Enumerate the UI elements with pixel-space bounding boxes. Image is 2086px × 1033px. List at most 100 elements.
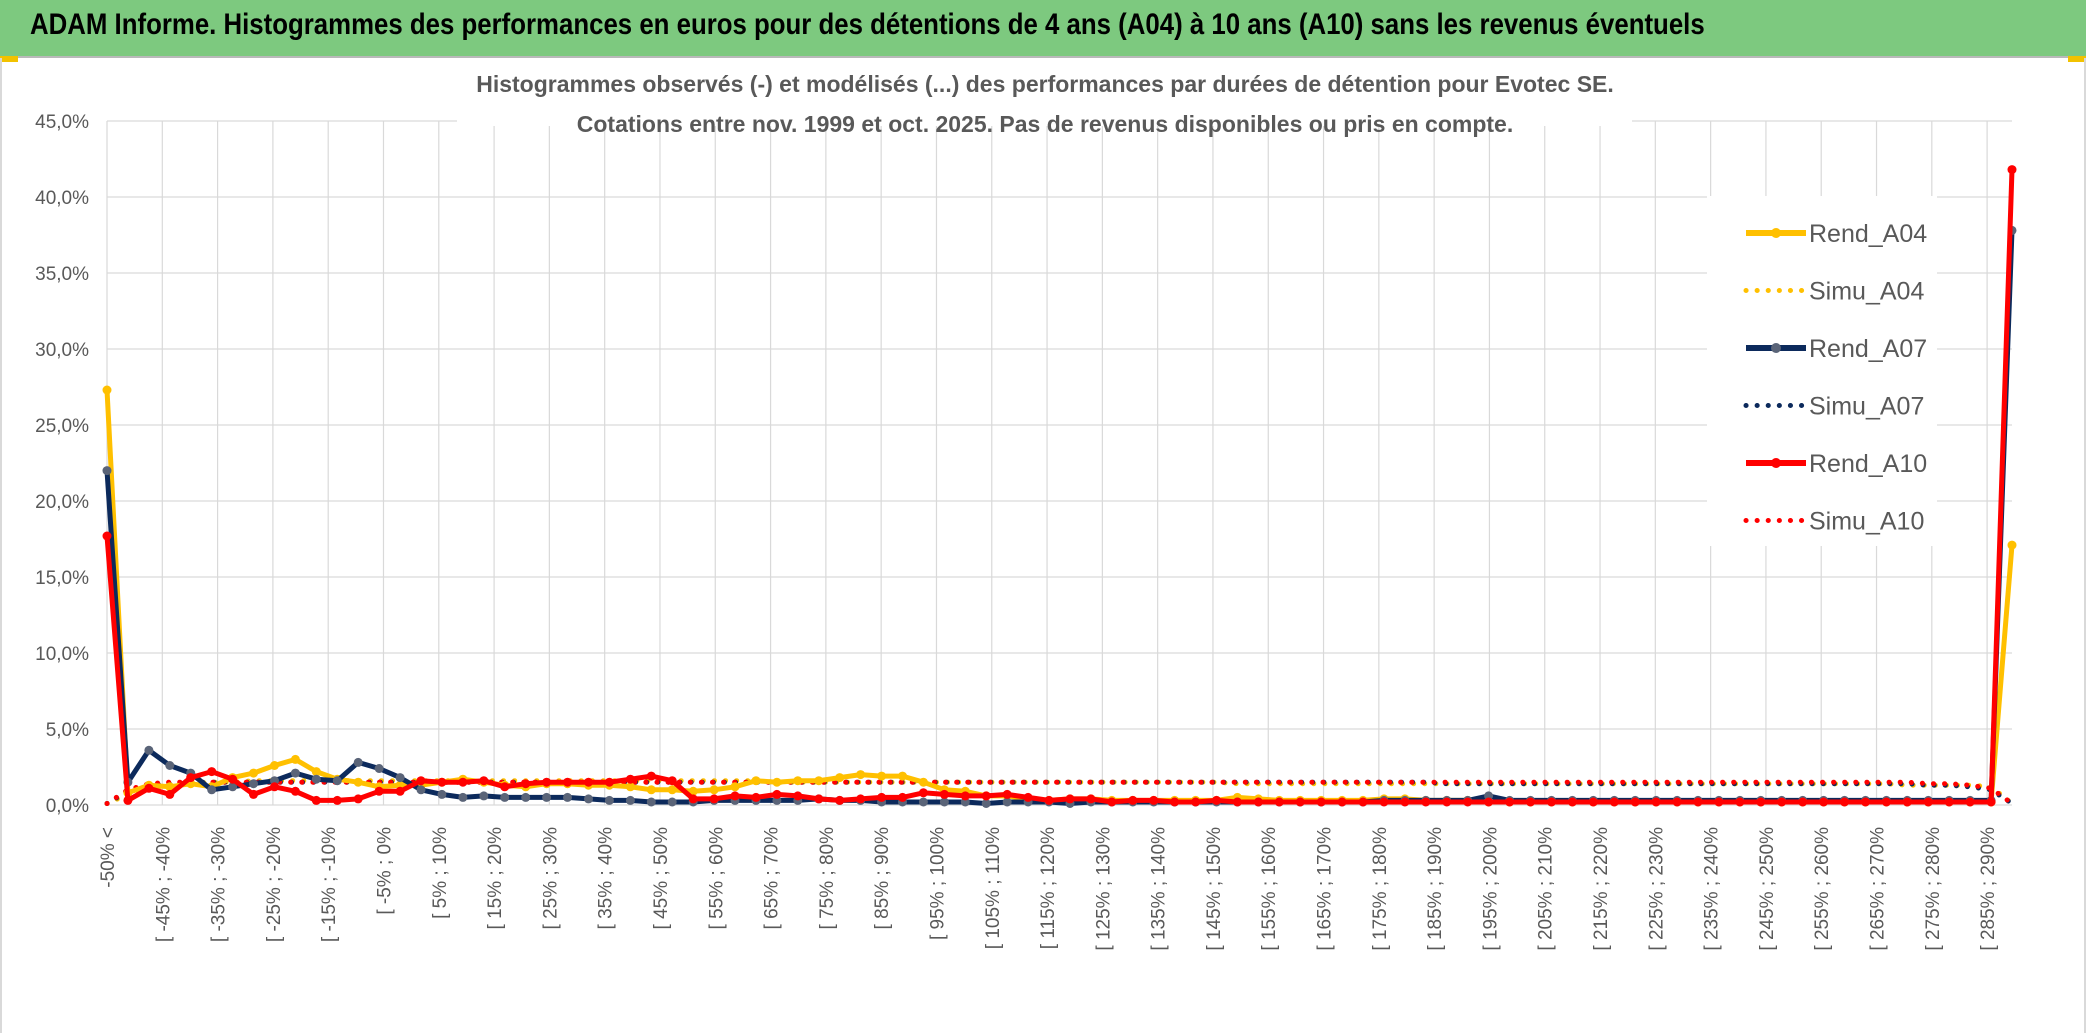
x-tick-label: [ -35% ; -30% bbox=[209, 827, 230, 942]
data-point bbox=[1651, 797, 1661, 807]
x-tick-label: [ -45% ; -40% bbox=[153, 827, 174, 942]
data-point bbox=[1002, 789, 1012, 799]
data-point bbox=[835, 773, 845, 783]
x-tick-label: [ -15% ; -10% bbox=[319, 827, 340, 942]
x-tick-label: [ 285% ; 290% bbox=[1978, 827, 1999, 951]
data-point bbox=[270, 761, 279, 770]
legend-background bbox=[1707, 196, 1937, 546]
x-tick-label: [ 45% ; 50% bbox=[651, 827, 672, 930]
x-tick-label: [ 65% ; 70% bbox=[762, 827, 783, 930]
legend-label: Simu_A07 bbox=[1809, 393, 1924, 421]
x-tick-label: [ 85% ; 90% bbox=[872, 827, 893, 930]
data-point bbox=[542, 777, 552, 787]
data-point bbox=[1944, 797, 1954, 807]
legend-label: Simu_A04 bbox=[1809, 278, 1924, 306]
data-point bbox=[584, 777, 593, 787]
data-point bbox=[479, 776, 489, 786]
data-point bbox=[228, 782, 238, 792]
data-point bbox=[228, 774, 238, 784]
data-point bbox=[165, 761, 175, 770]
data-point bbox=[1777, 797, 1787, 807]
data-point bbox=[458, 777, 468, 787]
data-point bbox=[939, 797, 949, 807]
data-point bbox=[646, 785, 656, 795]
data-point bbox=[353, 757, 363, 767]
data-point bbox=[667, 776, 677, 786]
x-tick-label: [ 115% ; 120% bbox=[1038, 827, 1059, 949]
data-point bbox=[144, 783, 154, 793]
y-tick-label: 15,0% bbox=[35, 568, 89, 589]
data-point bbox=[1547, 797, 1556, 807]
data-point bbox=[1630, 797, 1640, 807]
data-point bbox=[1170, 797, 1180, 807]
data-point bbox=[353, 794, 363, 804]
data-point bbox=[981, 799, 991, 808]
data-point bbox=[437, 789, 447, 799]
y-tick-label: 35,0% bbox=[35, 264, 89, 285]
data-point bbox=[332, 795, 342, 805]
x-tick-label: [ 75% ; 80% bbox=[817, 827, 838, 930]
x-tick-label: [ 95% ; 100% bbox=[927, 827, 948, 940]
data-point bbox=[646, 771, 656, 781]
title-banner: ADAM Informe. Histogrammes des performan… bbox=[0, 0, 2086, 58]
data-point bbox=[1023, 792, 1033, 802]
data-point bbox=[1735, 797, 1745, 807]
data-point bbox=[709, 785, 719, 795]
banner-title: ADAM Informe. Histogrammes des performan… bbox=[30, 8, 1705, 41]
data-point bbox=[1861, 797, 1870, 807]
data-point bbox=[1923, 797, 1933, 807]
title-background bbox=[457, 60, 1632, 126]
data-point bbox=[1358, 797, 1368, 807]
data-point bbox=[207, 767, 217, 777]
data-point bbox=[814, 776, 824, 786]
data-point bbox=[584, 794, 593, 804]
data-point bbox=[311, 767, 321, 777]
data-point bbox=[1149, 795, 1159, 805]
data-point bbox=[290, 786, 300, 796]
data-point bbox=[2007, 165, 2017, 175]
chart-subtitle: Cotations entre nov. 1999 et oct. 2025. … bbox=[577, 111, 1513, 137]
x-tick-label: [ -25% ; -20% bbox=[264, 827, 285, 942]
data-point bbox=[1902, 797, 1912, 807]
x-tick-label: [ 125% ; 130% bbox=[1093, 827, 1114, 951]
data-point bbox=[1086, 794, 1096, 804]
data-point bbox=[709, 794, 719, 804]
data-point bbox=[165, 789, 175, 799]
data-point bbox=[1505, 797, 1515, 807]
data-point bbox=[1484, 797, 1494, 807]
data-point bbox=[688, 794, 698, 804]
data-point bbox=[102, 531, 112, 541]
legend-marker bbox=[1771, 343, 1781, 353]
x-tick-label: [ -5% ; 0% bbox=[374, 827, 395, 915]
data-point bbox=[939, 789, 949, 799]
x-tick-label: [ 25% ; 30% bbox=[540, 827, 561, 930]
data-point bbox=[332, 776, 342, 786]
data-point bbox=[604, 795, 614, 805]
data-point bbox=[772, 789, 782, 799]
data-point bbox=[521, 792, 531, 802]
data-point bbox=[1212, 795, 1221, 805]
data-point bbox=[835, 795, 845, 805]
data-point bbox=[186, 773, 196, 783]
data-point bbox=[772, 777, 782, 787]
data-point bbox=[1065, 794, 1075, 804]
x-tick-label: -50% < bbox=[98, 827, 119, 888]
x-tick-label: [ 105% ; 110% bbox=[983, 827, 1004, 949]
data-point bbox=[1316, 797, 1326, 807]
x-tick-label: [ 245% ; 250% bbox=[1757, 827, 1778, 951]
data-point bbox=[625, 774, 635, 784]
x-tick-label: [ 215% ; 220% bbox=[1591, 827, 1612, 951]
data-point bbox=[290, 754, 300, 764]
data-point bbox=[1798, 797, 1808, 807]
data-point bbox=[688, 786, 698, 796]
data-point bbox=[1819, 797, 1829, 807]
data-point bbox=[877, 771, 887, 781]
legend-label: Rend_A04 bbox=[1809, 220, 1927, 248]
chart-area: 0,0% 5,0% 10,0% 15,0% 20,0% 25,0% 30,0% 35,0% 40… bbox=[0, 58, 2086, 1033]
data-point bbox=[1337, 797, 1347, 807]
data-point bbox=[1693, 797, 1703, 807]
data-point bbox=[751, 776, 761, 786]
legend-label: Simu_A10 bbox=[1809, 508, 1924, 536]
corner-mark-left bbox=[0, 56, 18, 62]
data-point bbox=[1421, 797, 1431, 807]
